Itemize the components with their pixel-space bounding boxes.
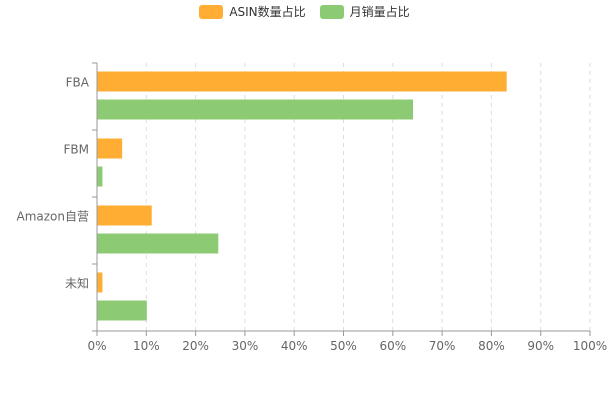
legend-swatch-sales bbox=[319, 4, 344, 19]
legend-label-sales: 月销量占比 bbox=[349, 5, 410, 19]
x-tick-label: 10% bbox=[133, 339, 160, 353]
bar bbox=[97, 205, 152, 226]
bar bbox=[97, 71, 507, 92]
bar bbox=[97, 99, 414, 120]
x-tick-label: 20% bbox=[182, 339, 209, 353]
legend-label-asin: ASIN数量占比 bbox=[229, 5, 306, 19]
x-axis-labels: 0% 10% 20% 30% 40% 50% 60% 70% 80% 90% 100% bbox=[87, 339, 607, 353]
x-tick-label: 30% bbox=[232, 339, 259, 353]
x-tick-label: 0% bbox=[87, 339, 106, 353]
bar bbox=[97, 300, 147, 321]
y-tick-label: Amazon自营 bbox=[17, 210, 90, 224]
bar bbox=[97, 166, 103, 187]
legend-item-sales[interactable]: 月销量占比 bbox=[319, 3, 410, 20]
legend-item-asin[interactable]: ASIN数量占比 bbox=[199, 3, 306, 20]
y-tick-label: 未知 bbox=[65, 277, 89, 291]
bar bbox=[97, 272, 103, 293]
x-tick-label: 90% bbox=[527, 339, 554, 353]
bar bbox=[97, 233, 219, 254]
bars bbox=[97, 71, 507, 321]
legend-swatch-asin bbox=[199, 4, 224, 19]
x-tick-label: 50% bbox=[330, 339, 357, 353]
axes bbox=[92, 62, 591, 336]
chart-legend: ASIN数量占比 月销量占比 bbox=[0, 3, 609, 20]
x-tick-label: 60% bbox=[379, 339, 406, 353]
x-tick-label: 100% bbox=[573, 339, 607, 353]
x-tick-label: 70% bbox=[429, 339, 456, 353]
x-tick-label: 80% bbox=[478, 339, 505, 353]
x-tick-label: 40% bbox=[281, 339, 308, 353]
y-tick-label: FBM bbox=[64, 143, 90, 157]
y-tick-label: FBA bbox=[66, 76, 90, 90]
bar bbox=[97, 138, 123, 159]
